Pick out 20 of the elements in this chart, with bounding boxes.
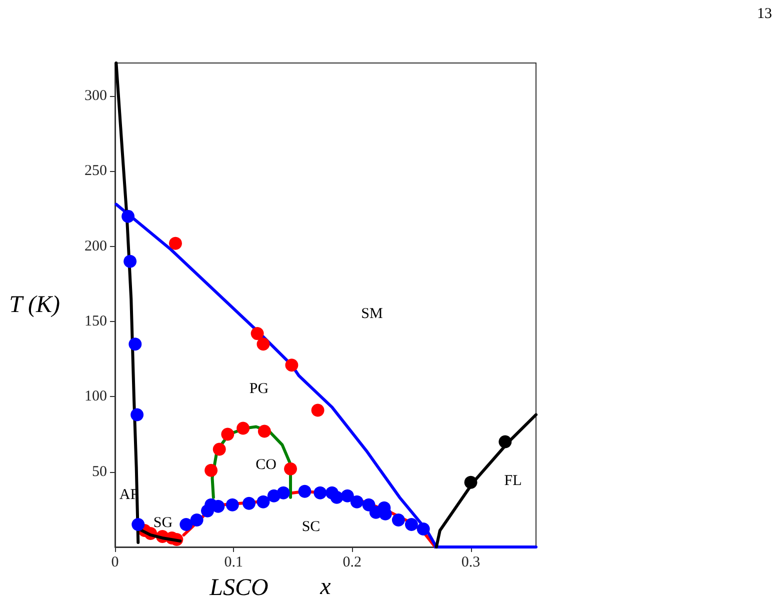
x-axis-title: x: [319, 574, 332, 600]
y-tick-label: 300: [84, 88, 107, 104]
y-axis-title: T (K): [9, 292, 60, 318]
text: 13: [757, 6, 772, 22]
text: LSCO: [208, 575, 268, 601]
y-tick-label: 200: [84, 238, 107, 254]
y-tick-label: 250: [84, 163, 107, 180]
x-tick-label: 0: [111, 554, 119, 570]
x-tick-label: 0.3: [461, 554, 480, 570]
annotation: SG: [153, 515, 173, 531]
x-tick-label: 0.1: [224, 554, 243, 570]
annotation: CO: [256, 457, 277, 473]
annotation: PG: [249, 381, 269, 397]
annotation: SM: [361, 306, 383, 322]
annotation: FL: [504, 473, 522, 489]
y-tick-label: 150: [84, 314, 107, 330]
y-tick-label: 100: [84, 388, 107, 405]
x-tick-label: 0.2: [342, 554, 362, 570]
annotation: SC: [302, 519, 320, 535]
y-tick-label: 50: [92, 464, 107, 480]
